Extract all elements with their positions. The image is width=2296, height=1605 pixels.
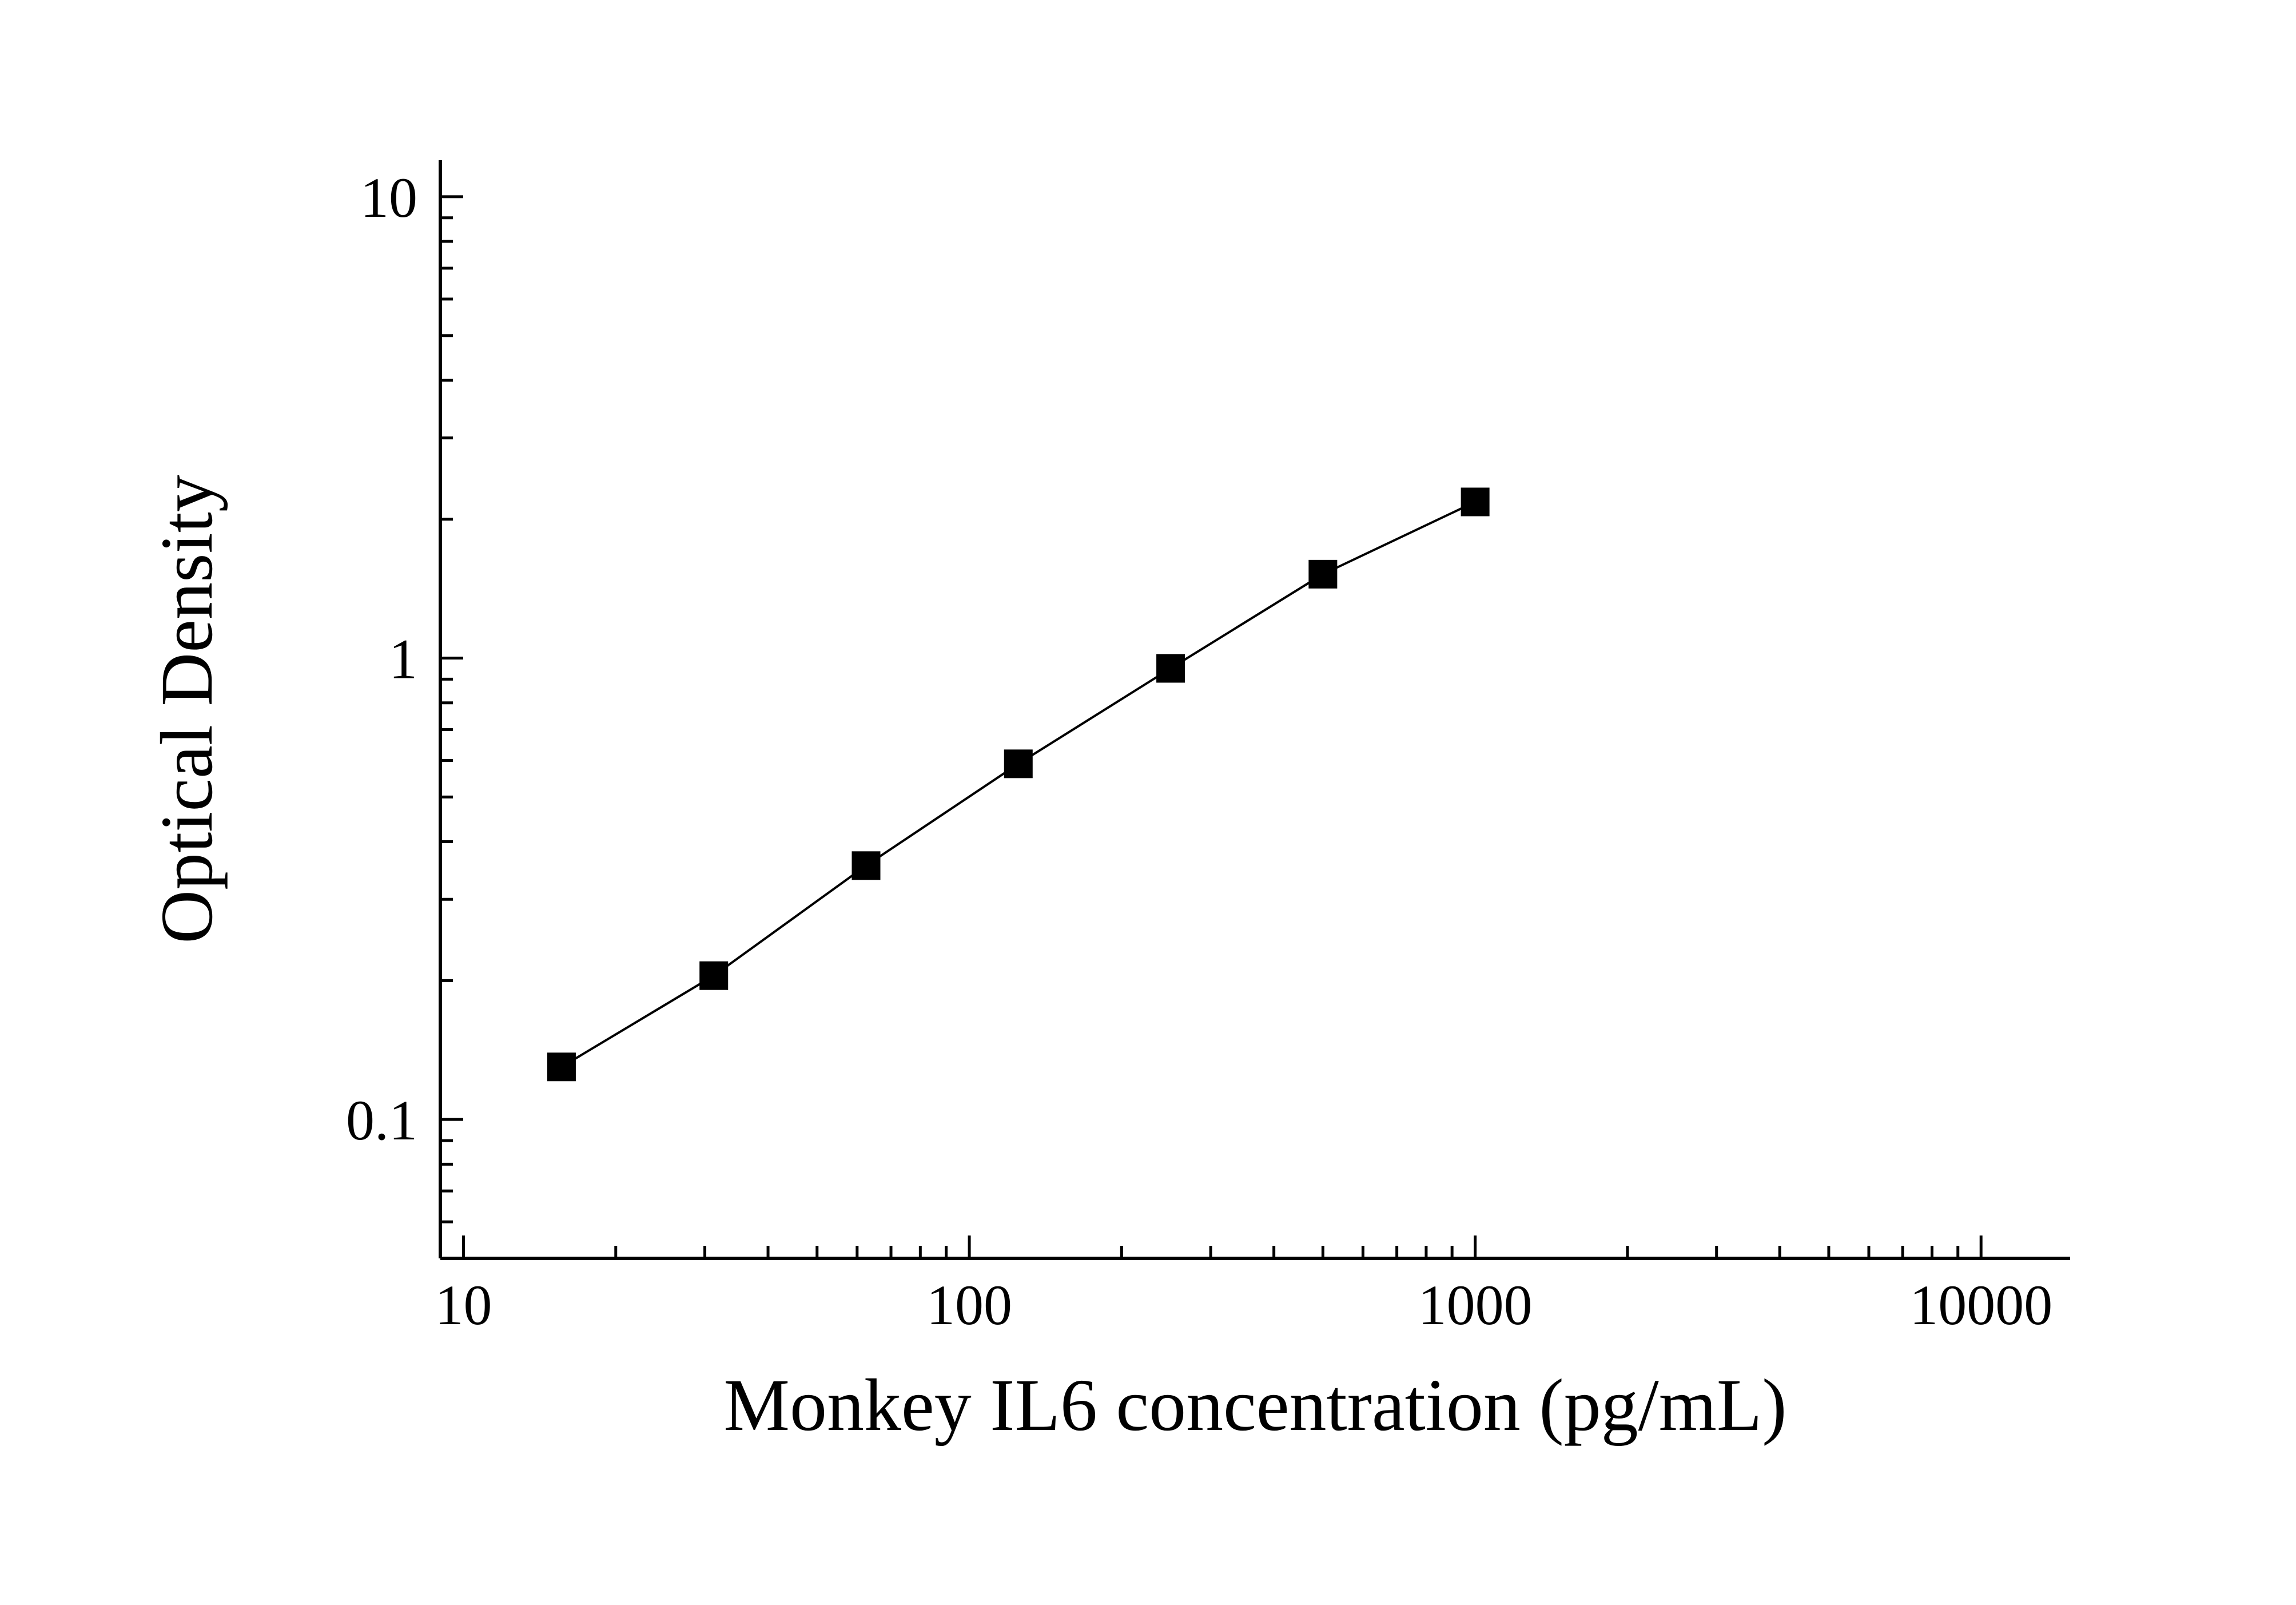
data-marker — [1004, 749, 1033, 778]
y-tick-label: 1 — [389, 627, 417, 691]
y-axis-label: Optical Density — [146, 475, 228, 944]
x-tick-label: 10 — [435, 1273, 492, 1337]
chart-svg: 10 100 1000 10000 0.1 1 10 Monkey IL6 concentra… — [0, 0, 2296, 1605]
x-tick-label: 100 — [926, 1273, 1012, 1337]
x-tick-label: 1000 — [1418, 1273, 1533, 1337]
data-marker — [1308, 560, 1337, 589]
x-tick-label: 10000 — [1909, 1273, 2052, 1337]
data-marker — [699, 962, 728, 990]
data-marker — [852, 851, 881, 880]
data-marker — [1156, 654, 1185, 682]
data-line — [562, 502, 1475, 1067]
y-tick-label: 0.1 — [346, 1088, 417, 1152]
chart-container: 10 100 1000 10000 0.1 1 10 Monkey IL6 concentra… — [0, 0, 2296, 1605]
x-axis-label: Monkey IL6 concentration (pg/mL) — [723, 1364, 1786, 1447]
data-marker — [1461, 488, 1490, 517]
y-tick-label: 10 — [360, 166, 417, 229]
data-marker — [547, 1052, 576, 1081]
